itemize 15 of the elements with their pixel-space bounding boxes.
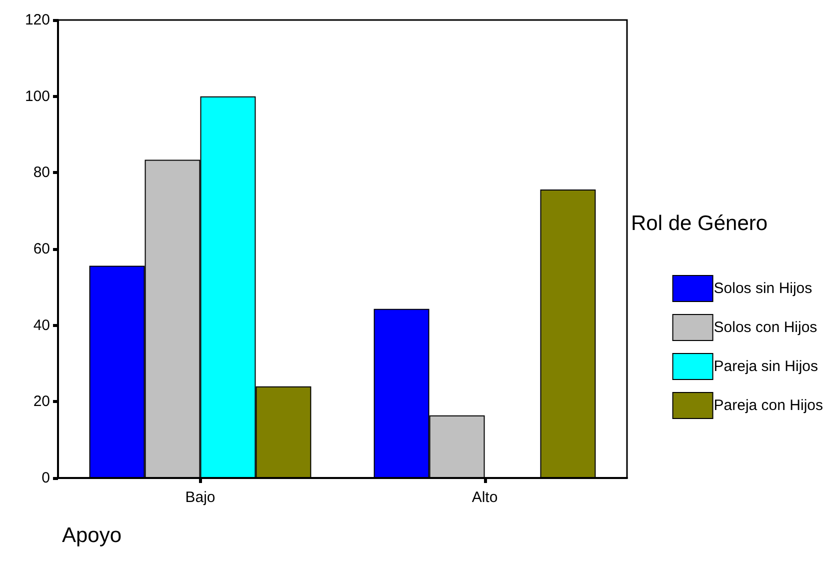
y-tick-label: 60 (33, 240, 50, 258)
y-tick-label: 40 (33, 316, 50, 334)
x-tick-label: Alto (472, 489, 498, 506)
y-tick-label: 20 (33, 393, 50, 410)
x-axis-title: Apoyo (62, 524, 122, 547)
legend-label: Solos sin Hijos (714, 280, 812, 297)
legend-title: Rol de Género (631, 212, 768, 235)
legend-label: Pareja sin Hijos (714, 358, 818, 375)
y-tick-label: 80 (33, 164, 50, 182)
legend-label: Solos con Hijos (714, 319, 818, 336)
y-tick-label: 0 (42, 470, 50, 486)
legend-label: Pareja con Hijos (714, 397, 823, 414)
y-tick-label: 120 (24, 12, 50, 28)
y-tick-label: 100 (24, 88, 50, 105)
x-tick-label: Bajo (185, 489, 216, 506)
